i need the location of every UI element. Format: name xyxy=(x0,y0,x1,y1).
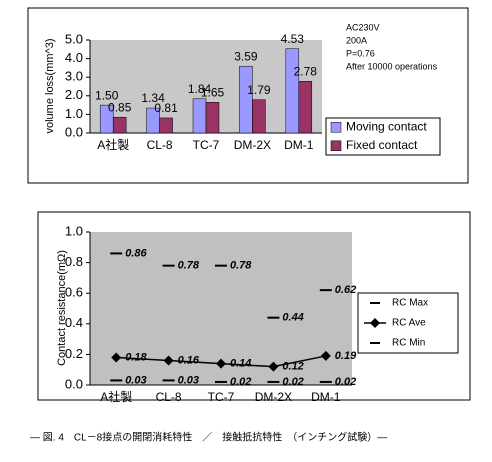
legend-box xyxy=(325,117,441,156)
x-tick-label: TC-7 xyxy=(193,138,220,152)
legend-label: RC Max xyxy=(392,298,428,309)
value-label: 2.78 xyxy=(294,64,318,78)
value-label: 1.65 xyxy=(201,85,225,99)
value-label: 0.02 xyxy=(282,376,303,388)
value-label: 0.81 xyxy=(154,101,178,115)
x-tick-label: DM-2X xyxy=(255,390,292,404)
value-label: 0.78 xyxy=(178,260,200,272)
marker xyxy=(320,350,331,361)
legend-label: Fixed contact xyxy=(346,138,418,152)
y-tick-label: 0.0 xyxy=(65,376,83,391)
value-label: 1.84 xyxy=(188,82,212,96)
marker xyxy=(111,352,122,363)
y-tick-label: 5.0 xyxy=(65,31,83,46)
bar xyxy=(298,81,313,134)
x-tick-label: A社製 xyxy=(97,137,129,152)
x-tick-label: CL-8 xyxy=(156,390,182,404)
legend-marker xyxy=(370,318,380,328)
value-label: 0.85 xyxy=(108,100,132,114)
y-tick-label: 0.0 xyxy=(65,124,83,139)
value-label: 0.19 xyxy=(335,350,357,362)
y-tick-label: 0.6 xyxy=(65,285,83,300)
value-label: 0.14 xyxy=(230,357,251,369)
value-label: 0.86 xyxy=(125,247,147,259)
value-label: 0.02 xyxy=(230,376,251,388)
y-tick-label: 2.0 xyxy=(65,87,83,102)
value-label: 0.18 xyxy=(125,351,147,363)
value-label: 0.03 xyxy=(125,374,146,386)
bar xyxy=(192,98,207,134)
value-label: 0.02 xyxy=(335,376,356,388)
x-tick-label: DM-1 xyxy=(311,390,341,404)
y-tick-label: 4.0 xyxy=(65,50,83,65)
bar xyxy=(239,65,253,134)
y-axis-label: volume loss(mm^3) xyxy=(44,38,56,133)
legend-swatch xyxy=(330,140,342,151)
annotation: After 10000 operations xyxy=(346,61,438,71)
x-tick-label: DM-2X xyxy=(234,138,271,152)
marker xyxy=(216,358,226,369)
legend-swatch xyxy=(330,122,342,133)
value-label: 0.16 xyxy=(178,354,200,366)
annotation: AC230V xyxy=(346,22,380,32)
annotation: 200A xyxy=(346,35,367,45)
y-axis-label: Contact resistance(mΩ) xyxy=(56,250,68,366)
bar xyxy=(159,117,173,134)
value-label: 0.03 xyxy=(178,374,199,386)
value-label: 1.79 xyxy=(247,83,271,97)
bar xyxy=(112,116,127,134)
value-label: 1.34 xyxy=(141,91,165,105)
value-label: 0.12 xyxy=(282,361,303,373)
marker xyxy=(268,361,279,372)
legend-label: RC Min xyxy=(392,338,425,349)
bar xyxy=(205,102,220,134)
y-tick-label: 0.4 xyxy=(65,315,83,330)
value-label: 4.53 xyxy=(281,32,305,46)
marker xyxy=(163,355,174,366)
legend-label: Moving contact xyxy=(346,119,427,133)
y-tick-label: 1.0 xyxy=(65,106,83,121)
value-label: 3.59 xyxy=(234,49,258,63)
y-tick-label: 3.0 xyxy=(65,69,83,84)
y-tick-label: 1.0 xyxy=(65,223,83,238)
value-label: 1.50 xyxy=(95,88,119,102)
x-tick-label: DM-1 xyxy=(284,138,314,152)
x-tick-label: A社製 xyxy=(100,389,132,404)
x-tick-label: TC-7 xyxy=(208,390,235,404)
y-tick-label: 0.8 xyxy=(65,254,83,269)
legend-label: RC Ave xyxy=(392,318,426,329)
bar xyxy=(285,48,300,134)
y-tick-label: 0.2 xyxy=(65,346,83,361)
x-tick-label: CL-8 xyxy=(147,138,173,152)
value-label: 0.62 xyxy=(335,284,356,296)
caption: — 図. 4 CL－8接点の開閉消耗特性 ／ 接触抵抗特性 （インチング試験）— xyxy=(30,431,387,444)
bar xyxy=(252,99,266,134)
annotation: P=0.76 xyxy=(346,48,375,58)
value-label: 0.44 xyxy=(282,312,303,324)
value-label: 0.78 xyxy=(230,260,252,272)
